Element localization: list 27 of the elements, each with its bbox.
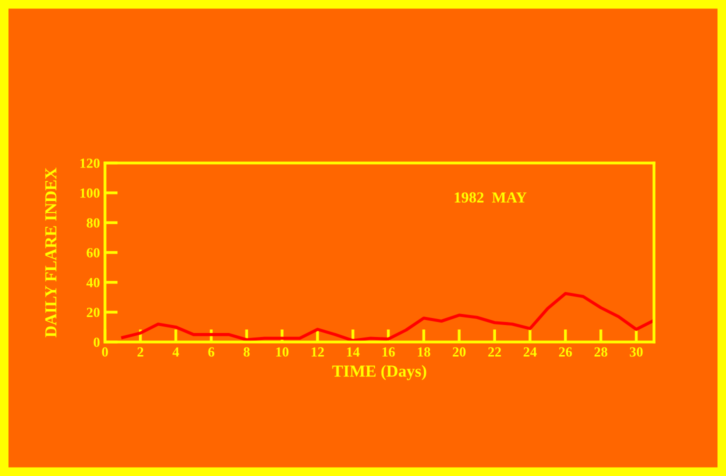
x-tick-label: 28 [594, 347, 608, 357]
y-tick-label: 100 [80, 188, 100, 198]
x-tick-label: 18 [418, 347, 430, 357]
x-tick-label: 30 [630, 347, 643, 357]
y-tick-label: 40 [86, 278, 100, 288]
x-tick-label: 2 [138, 347, 144, 357]
y-axis-title: DAILY FLARE INDEX [45, 168, 56, 338]
y-tick-label: 80 [86, 218, 100, 228]
y-tick-label: 60 [86, 248, 100, 258]
x-tick-label: 8 [244, 347, 250, 357]
y-tick-label: 0 [94, 338, 100, 347]
line-series [121, 292, 654, 342]
x-tick-label: 20 [452, 347, 466, 357]
x-tick-label: 24 [524, 347, 537, 357]
x-tick-label: 16 [382, 347, 395, 357]
x-tick-label: 14 [347, 347, 360, 357]
x-tick-label: 0 [102, 347, 108, 357]
y-tick-label: 120 [80, 158, 100, 168]
x-tick-label: 12 [312, 347, 324, 357]
x-tick-label: 6 [208, 347, 214, 357]
x-tick-label: 4 [172, 347, 180, 357]
y-tick-label: 20 [86, 308, 100, 318]
x-tick-label: 26 [559, 347, 572, 357]
x-axis-title: TIME (Days) [332, 365, 426, 380]
x-tick-label: 10 [276, 347, 288, 357]
x-tick-label: 22 [488, 347, 501, 357]
annotation: 1982 MAY [454, 192, 527, 203]
